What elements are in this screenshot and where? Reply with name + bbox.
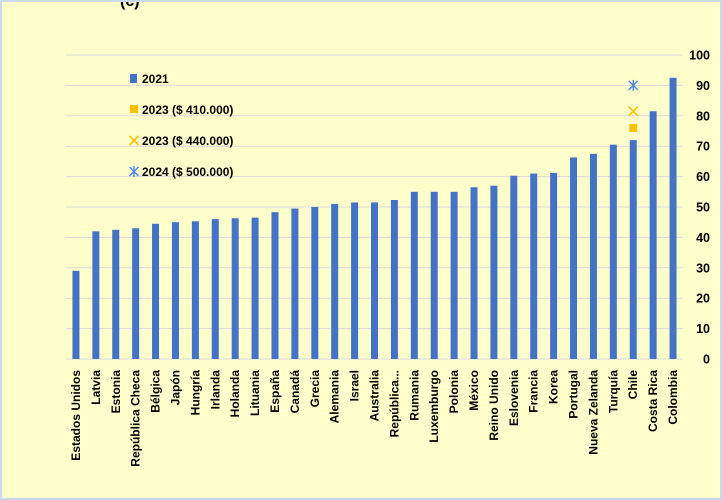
bar-latvia bbox=[92, 231, 100, 359]
bar-españa bbox=[271, 212, 279, 359]
bar-bélgica bbox=[152, 223, 160, 359]
x-tick-label: Costa Rica bbox=[646, 370, 660, 432]
y-tick-label: 60 bbox=[696, 170, 710, 184]
bar-australia bbox=[371, 202, 378, 359]
bar-holanda bbox=[231, 218, 239, 359]
y-tick-label: 90 bbox=[696, 79, 710, 93]
x-tick-label: Lituania bbox=[248, 370, 262, 416]
legend: 2021 2023 ($ 410.000) 2023 ($ 440.000) 2024… bbox=[128, 72, 233, 179]
bar-japón bbox=[171, 222, 179, 359]
bar-república- bbox=[390, 200, 398, 359]
bar-costa-rica bbox=[649, 111, 657, 360]
x-tick-label: Japón bbox=[168, 370, 182, 405]
y-tick-label: 50 bbox=[696, 201, 710, 215]
marker-square bbox=[629, 123, 638, 132]
bar-nueva-zelanda bbox=[589, 153, 597, 359]
x-tick-label: Australia bbox=[368, 370, 382, 422]
x-tick-label: México bbox=[467, 370, 481, 411]
bar-colombia bbox=[669, 77, 677, 360]
x-tick-label: España bbox=[268, 370, 282, 413]
y-tick-label: 0 bbox=[703, 353, 710, 367]
y-tick-label: 40 bbox=[696, 231, 710, 245]
x-tick-label: Rumania bbox=[407, 370, 421, 421]
legend-swatch-bar bbox=[130, 74, 137, 83]
bar-turquía bbox=[609, 144, 617, 359]
bar-francia bbox=[530, 173, 538, 359]
x-tick-label: Francia bbox=[527, 370, 541, 413]
x-tick-label: Grecia bbox=[308, 370, 322, 408]
bar-grecia bbox=[311, 207, 319, 359]
bar-eslovenia bbox=[510, 175, 518, 359]
bar-luxemburgo bbox=[430, 191, 438, 359]
x-tick-label: Colombia bbox=[666, 370, 680, 425]
x-tick-label: República Checa bbox=[129, 370, 143, 467]
bar-rumania bbox=[410, 191, 418, 359]
y-tick-label: 70 bbox=[696, 140, 710, 154]
legend-swatch-x bbox=[128, 135, 140, 146]
y-tick-label: 30 bbox=[696, 261, 710, 275]
y-tick-label: 20 bbox=[696, 292, 710, 306]
x-tick-label: Bélgica bbox=[149, 370, 163, 413]
bar-israel bbox=[351, 202, 359, 359]
legend-swatch-square bbox=[130, 105, 138, 113]
x-tick-label: Luxemburgo bbox=[427, 370, 441, 443]
x-tick-label: Chile bbox=[626, 370, 640, 400]
y-tick-label: 80 bbox=[696, 109, 710, 123]
x-tick-label: Portugal bbox=[567, 370, 581, 419]
x-tick-label: Canadá bbox=[288, 370, 302, 414]
bar-portugal bbox=[570, 157, 578, 359]
bar-república-checa bbox=[132, 228, 140, 359]
markers bbox=[628, 79, 639, 132]
bars bbox=[72, 77, 677, 360]
bar-reino-unido bbox=[490, 185, 498, 359]
x-tick-label: Latvia bbox=[89, 370, 103, 405]
bar-estados-unidos bbox=[72, 270, 80, 359]
x-tick-label: Hungría bbox=[188, 370, 202, 416]
bar-méxico bbox=[470, 187, 478, 359]
x-tick-label: Estados Unidos bbox=[69, 370, 83, 461]
marker-x bbox=[628, 106, 639, 117]
x-tick-label: Holanda bbox=[228, 370, 242, 418]
bar-hungría bbox=[191, 221, 199, 359]
x-tick-label: Nueva Zelanda bbox=[586, 370, 600, 455]
y-tick-label: 10 bbox=[696, 322, 710, 336]
x-tick-label: Reino Unido bbox=[487, 370, 501, 441]
bar-irlanda bbox=[211, 219, 219, 359]
legend-label: 2024 ($ 500.000) bbox=[142, 165, 233, 179]
bar-polonia bbox=[450, 191, 458, 359]
x-tick-label: Irlanda bbox=[208, 370, 222, 410]
bar-estonia bbox=[112, 229, 120, 359]
legend-swatch-star bbox=[129, 166, 139, 177]
x-tick-label: Polonia bbox=[447, 370, 461, 414]
x-tick-label: República... bbox=[387, 370, 401, 437]
x-tick-label: Turquía bbox=[606, 370, 620, 413]
legend-label: 2023 ($ 410.000) bbox=[142, 103, 233, 117]
legend-label: 2023 ($ 440.000) bbox=[142, 134, 233, 148]
chart-title-fragment: (c) bbox=[120, 2, 140, 10]
bar-chile bbox=[629, 140, 637, 359]
y-axis-ticks: 0 10 20 30 40 50 60 70 80 90 100 bbox=[689, 49, 710, 367]
x-tick-label: Israel bbox=[348, 370, 362, 401]
legend-label: 2021 bbox=[142, 72, 169, 86]
x-tick-label: Alemania bbox=[328, 370, 342, 424]
marker-star bbox=[628, 79, 639, 91]
bar-lituania bbox=[251, 217, 259, 359]
y-tick-label: 100 bbox=[689, 49, 710, 63]
x-tick-label: Eslovenia bbox=[507, 370, 521, 426]
x-tick-label: Korea bbox=[547, 370, 561, 404]
bar-canadá bbox=[291, 208, 299, 359]
bar-korea bbox=[550, 172, 558, 359]
x-tick-label: Estonia bbox=[109, 370, 123, 414]
bar-alemania bbox=[331, 203, 339, 359]
x-axis-ticks: Estados Unidos Latvia Estonia República Che… bbox=[69, 370, 680, 467]
